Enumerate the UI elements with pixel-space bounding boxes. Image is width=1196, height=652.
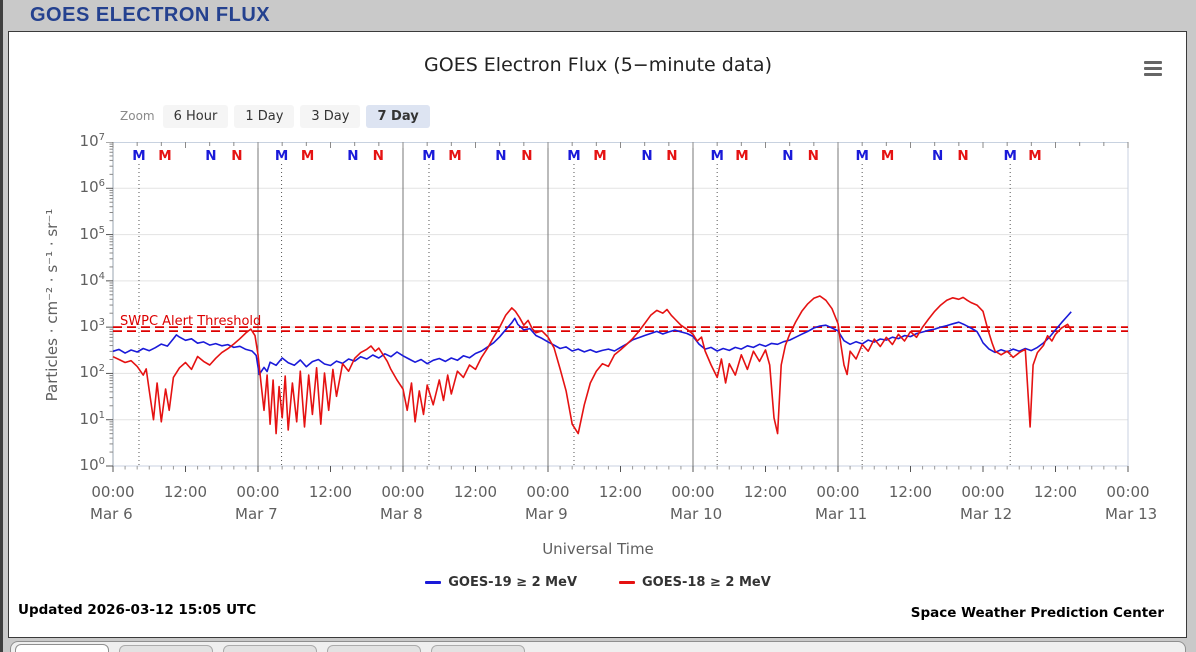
x-tick-label: 12:00 (598, 483, 643, 501)
goes18-line-swatch-icon (619, 581, 635, 584)
y-tick-label: 104 (79, 270, 105, 289)
marker-letter: N (347, 148, 358, 164)
marker-letter: N (782, 148, 793, 164)
x-axis-title: Universal Time (542, 540, 654, 558)
bottom-tab-bar (10, 641, 1186, 652)
credit-text: Space Weather Prediction Center (910, 605, 1164, 621)
marker-letter: M (593, 148, 606, 164)
marker-letter: M (448, 148, 461, 164)
y-tick-label: 103 (79, 317, 105, 336)
x-tick-label: 00:00 (91, 483, 135, 501)
x-tick-label: 00:00 (381, 483, 425, 501)
chart-title: GOES Electron Flux (5−minute data) (424, 54, 772, 76)
updated-timestamp: Updated 2026-03-12 15:05 UTC (18, 602, 257, 618)
marker-letter: N (495, 148, 506, 164)
x-day-label: Mar 13 (1105, 505, 1158, 523)
series-line-goes18 (112, 295, 1072, 435)
zoom-label: Zoom (120, 109, 155, 123)
zoom-button-7day[interactable]: 7 Day (366, 104, 430, 128)
x-tick-label: 12:00 (163, 483, 208, 501)
hamburger-icon (1144, 60, 1162, 64)
marker-letter: M (301, 148, 314, 164)
legend-label-goes19: GOES-19 ≥ 2 MeV (448, 575, 577, 590)
goes19-line-swatch-icon (425, 581, 442, 584)
x-tick-label: 00:00 (961, 483, 1005, 501)
legend-label-goes18: GOES-18 ≥ 2 MeV (642, 575, 771, 590)
x-day-label: Mar 7 (235, 505, 278, 523)
y-tick-label: 102 (79, 363, 105, 382)
marker-letter: N (521, 148, 532, 164)
page-title: GOES ELECTRON FLUX (30, 4, 271, 26)
x-tick-label: 00:00 (236, 483, 280, 501)
x-tick-label: 00:00 (671, 483, 715, 501)
bottom-tab[interactable] (431, 645, 525, 652)
marker-letter: N (641, 148, 652, 164)
marker-letter: M (422, 148, 435, 164)
header-bar: GOES ELECTRON FLUX (0, 0, 1196, 31)
threshold-lines (113, 326, 1128, 332)
marker-letter: N (373, 148, 384, 164)
marker-letter: N (957, 148, 968, 164)
marker-letter: M (567, 148, 580, 164)
zoom-button-3day[interactable]: 3 Day (300, 104, 361, 128)
x-tick-label: 12:00 (743, 483, 788, 501)
bottom-tab[interactable] (327, 645, 421, 652)
y-tick-label: 105 (79, 224, 105, 243)
zoom-button-1day[interactable]: 1 Day (234, 104, 295, 128)
y-tick-label: 106 (79, 178, 105, 197)
zoom-button-6hour[interactable]: 6 Hour (162, 104, 229, 128)
marker-letter: N (932, 148, 943, 164)
y-tick-label: 101 (79, 409, 105, 428)
chart-context-menu-button[interactable] (1144, 58, 1168, 80)
x-day-label: Mar 11 (815, 505, 868, 523)
marker-letter: M (710, 148, 723, 164)
x-tick-label: 00:00 (1106, 483, 1150, 501)
day-boundary-lines (257, 142, 839, 466)
marker-letter: M (1028, 148, 1041, 164)
marker-letter: N (205, 148, 216, 164)
x-tick-label: 00:00 (526, 483, 570, 501)
threshold-label: SWPC Alert Threshold (120, 314, 262, 329)
legend-item-goes19[interactable]: GOES-19 ≥ 2 MeV (425, 575, 577, 590)
x-day-label: Mar 9 (525, 505, 568, 523)
x-day-label: Mar 10 (670, 505, 723, 523)
marker-letter: M (158, 148, 171, 164)
marker-letter: N (808, 148, 819, 164)
x-tick-label: 12:00 (1033, 483, 1078, 501)
x-tick-label: 12:00 (308, 483, 353, 501)
marker-letter: M (275, 148, 288, 164)
x-day-label: Mar 8 (380, 505, 423, 523)
marker-letter: M (855, 148, 868, 164)
legend: GOES-19 ≥ 2 MeV GOES-18 ≥ 2 MeV (0, 575, 1196, 590)
marker-letter: M (132, 148, 145, 164)
x-tick-label: 00:00 (816, 483, 860, 501)
marker-letter: M (881, 148, 894, 164)
x-day-label: Mar 12 (960, 505, 1013, 523)
axis-ticks (106, 142, 1129, 472)
marker-letter: M (1003, 148, 1016, 164)
x-tick-label: 12:00 (888, 483, 933, 501)
y-tick-label: 107 (79, 132, 105, 150)
hamburger-icon (1144, 72, 1162, 76)
marker-letter: N (231, 148, 242, 164)
chart-panel (8, 31, 1187, 638)
zoom-controls: Zoom 6 Hour 1 Day 3 Day 7 Day (120, 104, 436, 128)
marker-letter: N (666, 148, 677, 164)
hamburger-icon (1144, 66, 1162, 70)
marker-letter: M (735, 148, 748, 164)
legend-item-goes18[interactable]: GOES-18 ≥ 2 MeV (619, 575, 771, 590)
bottom-tab[interactable] (119, 645, 213, 652)
left-edge-divider (0, 0, 3, 652)
bottom-tab[interactable] (223, 645, 317, 652)
x-day-label: Mar 6 (90, 505, 133, 523)
y-tick-label: 100 (79, 456, 105, 474)
bottom-tab[interactable] (15, 644, 109, 652)
x-tick-label: 12:00 (453, 483, 498, 501)
